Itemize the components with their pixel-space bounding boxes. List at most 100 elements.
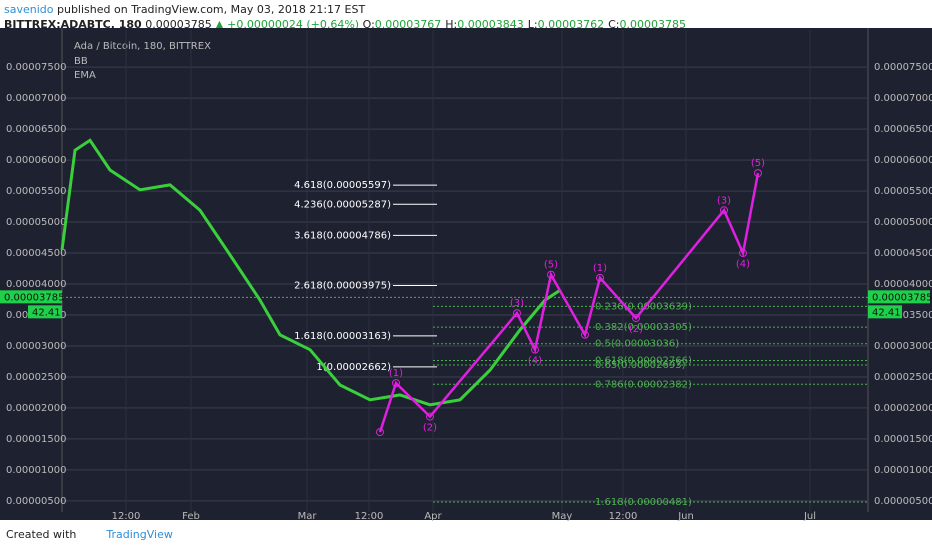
wave-label: (3) [717, 195, 731, 206]
indicator-tag-label: 42.41 [872, 307, 901, 318]
wave-point [513, 309, 521, 318]
y-tick-label: 0.00000500 [874, 496, 932, 507]
x-tick-label: May [552, 511, 573, 522]
wave-point [426, 412, 434, 421]
wave-point [531, 345, 539, 354]
fib-label: 0.5(0.00003036) [595, 339, 679, 350]
header: savenido published on TradingView.com, M… [4, 2, 690, 32]
wave-point [739, 249, 747, 258]
last: 0.00003785 [145, 18, 212, 31]
wave-point [392, 379, 400, 388]
indicator: BB [74, 56, 88, 67]
ohlc-value: 0.00003767 [374, 18, 442, 31]
y-tick-label: 0.00005000 [6, 217, 66, 228]
y-tick-label: 0.00006000 [874, 155, 932, 166]
wave-point [581, 330, 589, 339]
wave-label: (1) [593, 263, 607, 274]
wave-label: (3) [510, 298, 524, 309]
y-tick-label: 0.00003000 [6, 341, 66, 352]
wave-point [632, 314, 640, 323]
wave-point [720, 206, 728, 215]
wave-point [754, 169, 762, 178]
created: Created with [6, 528, 77, 541]
x-tick-label: 12:00 [112, 511, 141, 522]
y-tick-label: 0.00006500 [874, 124, 932, 135]
y-tick-label: 0.00001000 [874, 465, 932, 476]
y-tick-label: 0.00001500 [874, 434, 932, 445]
price-tag-label: 0.00003785 [4, 292, 64, 303]
x-tick-label: 12:00 [355, 511, 384, 522]
x-tick-label: Apr [424, 511, 442, 522]
brand[interactable]: TradingView [106, 528, 173, 541]
x-tick-label: 12:00 [609, 511, 638, 522]
symbol: BITTREX:ADABTC, 180 [4, 18, 142, 31]
indicator: EMA [74, 70, 96, 81]
y-tick-label: 0.00002000 [874, 403, 932, 414]
footer: Created with TradingView [6, 528, 173, 541]
fib-label: 4.618(0.00005597) [294, 180, 391, 191]
series-line [378, 172, 760, 433]
wave-point [547, 270, 555, 279]
y-tick-label: 0.00004500 [874, 248, 932, 259]
y-tick-label: 0.00005500 [874, 186, 932, 197]
y-tick-label: 0.00003000 [874, 341, 932, 352]
ohlc-value: 0.00003762 [537, 18, 605, 31]
fib-label: 0.65(0.00002693) [595, 360, 686, 371]
arrow: ▲ [215, 18, 224, 31]
indicator-tag [28, 305, 62, 319]
ohlc-key: C: [608, 18, 620, 31]
y-tick-label: 0.00004500 [6, 248, 66, 259]
ohlc-key: H: [445, 18, 458, 31]
y-tick-label: 0.00007000 [874, 93, 932, 104]
indicator-tag [868, 305, 902, 319]
fib-label: 2.618(0.00003975) [294, 281, 391, 292]
y-tick-label: 0.00006000 [6, 155, 66, 166]
wave-label: (5) [544, 260, 558, 271]
y-tick-label: 0.00004000 [874, 279, 932, 290]
wave-label: (4) [528, 356, 542, 367]
y-tick-label: 0.00004000 [6, 279, 66, 290]
y-tick-label: 0.00002500 [874, 372, 932, 383]
background [0, 28, 932, 520]
series-line [60, 138, 561, 407]
wave-label: (2) [629, 324, 643, 335]
fib-label: 0.382(0.00003305) [595, 322, 692, 333]
y-tick-label: 0.00005500 [6, 186, 66, 197]
x-tick-label: Mar [298, 511, 318, 522]
price-tag [0, 290, 62, 304]
y-tick-label: 0.00001500 [6, 434, 66, 445]
x-tick-label: Jun [677, 511, 694, 522]
x-tick-label: Jul [803, 511, 816, 522]
author[interactable]: savenido [4, 3, 54, 16]
y-tick-label: 0.00002000 [6, 403, 66, 414]
fib-label: 3.618(0.00004786) [294, 230, 391, 241]
y-tick-label: 0.00007500 [874, 62, 932, 73]
wave-point [596, 273, 604, 282]
change: +0.00000024 (+0.64%) [227, 18, 360, 31]
chart: Ada / Bitcoin, 180, BITTREX BB EMA 0.000… [0, 28, 932, 522]
ohlc-value: 0.00003785 [619, 18, 686, 31]
ohlc: O:0.00003767 H:0.00003843 L:0.00003762 C:0.… [363, 18, 690, 31]
y-tick-label: 0.00005000 [874, 217, 932, 228]
y-tick-label: 0.00003500 [874, 310, 932, 321]
published: published on TradingView.com, May 03, 20… [57, 3, 366, 16]
y-tick-label: 0.00001000 [6, 465, 66, 476]
fib-label: 0.786(0.00002382) [595, 379, 692, 390]
chart-title: Ada / Bitcoin, 180, BITTREX [74, 41, 211, 52]
wave-label: (2) [423, 423, 437, 434]
ohlc-key: L: [527, 18, 538, 31]
wave-label: (1) [389, 368, 403, 379]
y-tick-label: 0.00006500 [6, 124, 66, 135]
indicator-tag-label: 42.41 [32, 307, 61, 318]
y-tick-label: 0.00007500 [6, 62, 66, 73]
fib-label: 4.236(0.00005287) [294, 199, 391, 210]
ohlc-value: 0.00003843 [457, 18, 524, 31]
fib-label: 1(0.00002662) [316, 362, 391, 373]
wave-point [376, 428, 384, 437]
fib-label: 0.618(0.00002766) [595, 355, 692, 366]
price-tag-label: 0.00003785 [872, 292, 932, 303]
x-tick-label: Feb [182, 511, 200, 522]
fib-label: 0.236(0.00003639) [595, 301, 692, 312]
fib-label: 1.618(0.00003163) [294, 331, 391, 342]
